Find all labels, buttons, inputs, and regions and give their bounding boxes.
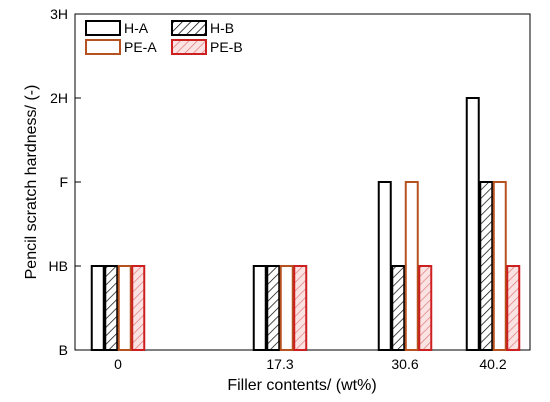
y-axis-ticks: B HB F 2H 3H (49, 6, 81, 358)
bar-h-a-30.6 (377, 181, 392, 351)
y-tick-label: B (59, 342, 68, 358)
bar-pe-b-0 (131, 265, 146, 351)
legend-swatch-h-b (171, 20, 207, 36)
legend-label-h-b: H-B (210, 20, 234, 36)
bar-pe-a-40.2 (492, 181, 507, 351)
legend-swatch-h-a (85, 20, 121, 36)
bar-h-b-17.3 (266, 265, 281, 351)
bar-pe-b-17.3 (293, 265, 308, 351)
bar-h-a-0 (90, 265, 105, 351)
bars-group (90, 97, 521, 351)
legend-label-pe-b: PE-B (210, 39, 243, 55)
y-axis-title: Pencil scratch hardness/ (-) (23, 85, 40, 280)
bar-h-a-40.2 (465, 97, 480, 351)
legend: H-A H-B PE-A PE-B (85, 20, 243, 55)
legend-label-pe-a: PE-A (124, 39, 157, 55)
y-tick-label: 3H (50, 6, 68, 22)
x-tick-label: 30.6 (391, 356, 418, 372)
bar-h-b-40.2 (479, 181, 494, 351)
bar-pe-a-30.6 (404, 181, 419, 351)
bar-pe-b-30.6 (418, 265, 433, 351)
bar-pe-a-17.3 (279, 265, 294, 351)
x-axis-ticks: 0 17.3 30.6 40.2 (114, 356, 507, 372)
legend-swatch-pe-a (85, 39, 121, 55)
bar-pe-a-0 (117, 265, 132, 351)
y-tick-label: F (59, 174, 68, 190)
x-tick-label: 40.2 (479, 356, 506, 372)
x-tick-label: 17.3 (266, 356, 293, 372)
bar-h-b-30.6 (391, 265, 406, 351)
y-tick-label: 2H (50, 90, 68, 106)
bar-h-a-17.3 (252, 265, 267, 351)
bar-pe-b-40.2 (506, 265, 521, 351)
bar-h-b-0 (104, 265, 119, 351)
x-tick-label: 0 (114, 356, 122, 372)
legend-label-h-a: H-A (124, 20, 149, 36)
y-tick-label: HB (49, 258, 68, 274)
x-axis-title: Filler contents/ (wt%) (227, 377, 376, 394)
legend-swatch-pe-b (171, 39, 207, 55)
